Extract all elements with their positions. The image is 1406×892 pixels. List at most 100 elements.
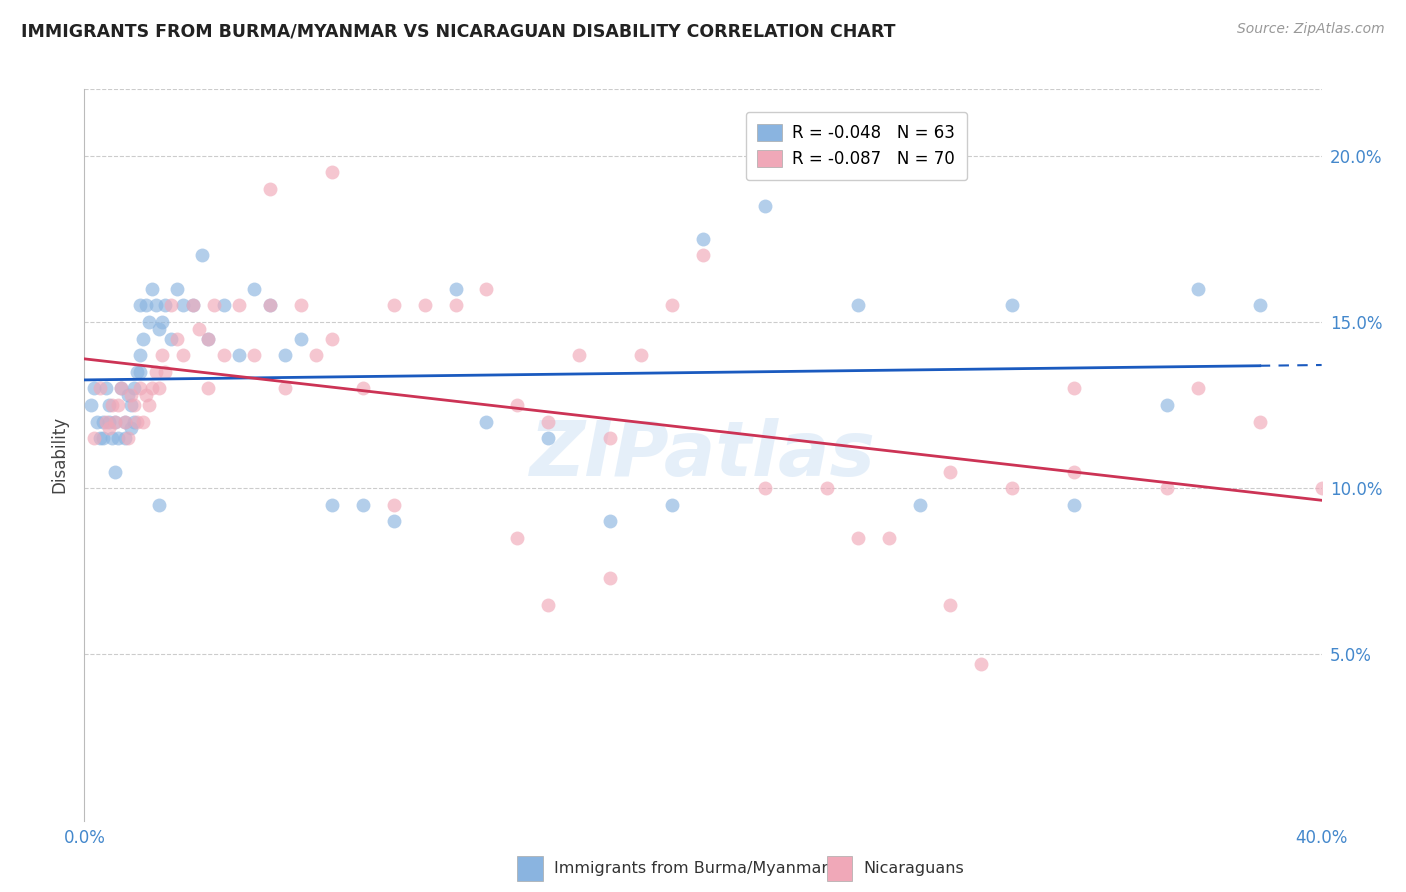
Point	[91, 431, 114, 445]
Point	[114, 431, 136, 445]
Point	[83, 381, 105, 395]
Point	[382, 298, 405, 312]
Y-axis label: Disability: Disability	[51, 417, 69, 493]
Point	[135, 388, 157, 402]
Point	[382, 498, 405, 512]
Point	[243, 348, 266, 362]
Point	[939, 465, 962, 479]
Point	[120, 421, 142, 435]
Point	[846, 298, 869, 312]
Point	[243, 282, 266, 296]
Point	[815, 481, 838, 495]
Point	[212, 348, 235, 362]
Point	[228, 298, 250, 312]
Point	[181, 298, 204, 312]
Point	[145, 298, 167, 312]
Point	[94, 415, 117, 429]
Point	[138, 398, 160, 412]
Point	[148, 498, 170, 512]
Point	[86, 415, 108, 429]
Point	[1249, 298, 1271, 312]
Point	[568, 348, 591, 362]
Point	[1156, 398, 1178, 412]
Point	[1063, 381, 1085, 395]
Point	[98, 421, 121, 435]
Point	[89, 381, 111, 395]
Point	[259, 298, 281, 312]
Point	[846, 531, 869, 545]
Point	[132, 415, 155, 429]
Point	[129, 348, 152, 362]
Point	[98, 398, 121, 412]
Point	[117, 388, 139, 402]
Point	[153, 365, 176, 379]
Point	[1001, 481, 1024, 495]
Point	[129, 298, 152, 312]
Point	[1249, 415, 1271, 429]
Point	[145, 365, 167, 379]
Point	[599, 571, 621, 585]
Point	[754, 198, 776, 212]
Point	[150, 315, 173, 329]
Point	[413, 298, 436, 312]
Point	[120, 398, 142, 412]
Point	[135, 298, 157, 312]
Point	[537, 598, 560, 612]
Point	[661, 498, 683, 512]
Point	[321, 498, 343, 512]
Point	[1001, 298, 1024, 312]
Point	[202, 298, 225, 312]
Point	[444, 282, 467, 296]
Text: Source: ZipAtlas.com: Source: ZipAtlas.com	[1237, 22, 1385, 37]
Point	[83, 431, 105, 445]
Point	[148, 381, 170, 395]
Point	[153, 298, 176, 312]
Point	[125, 415, 148, 429]
Point	[692, 232, 714, 246]
Point	[321, 165, 343, 179]
Point	[150, 348, 173, 362]
Point	[101, 398, 124, 412]
Point	[91, 415, 114, 429]
Point	[352, 498, 374, 512]
Point	[321, 332, 343, 346]
Point	[122, 398, 145, 412]
Point	[352, 381, 374, 395]
Point	[114, 415, 136, 429]
Point	[107, 398, 129, 412]
Legend: R = -0.048   N = 63, R = -0.087   N = 70: R = -0.048 N = 63, R = -0.087 N = 70	[745, 112, 967, 180]
Point	[148, 321, 170, 335]
Point	[166, 282, 188, 296]
Point	[661, 298, 683, 312]
Point	[754, 481, 776, 495]
Point	[506, 398, 529, 412]
Point	[259, 298, 281, 312]
Point	[110, 381, 132, 395]
Point	[212, 298, 235, 312]
Point	[79, 398, 101, 412]
Point	[160, 332, 183, 346]
Point	[89, 431, 111, 445]
Point	[125, 365, 148, 379]
Point	[129, 365, 152, 379]
Text: Nicaraguans: Nicaraguans	[863, 862, 965, 876]
Point	[141, 381, 163, 395]
Point	[444, 298, 467, 312]
Text: ZIPatlas: ZIPatlas	[530, 418, 876, 491]
Point	[172, 298, 194, 312]
Point	[120, 388, 142, 402]
Point	[475, 415, 498, 429]
Point	[197, 332, 219, 346]
Point	[908, 498, 931, 512]
Point	[1063, 498, 1085, 512]
Point	[1187, 381, 1209, 395]
Point	[475, 282, 498, 296]
Point	[94, 381, 117, 395]
Point	[228, 348, 250, 362]
Point	[1063, 465, 1085, 479]
Point	[160, 298, 183, 312]
Point	[506, 531, 529, 545]
Point	[274, 348, 297, 362]
Point	[599, 515, 621, 529]
Point	[537, 415, 560, 429]
